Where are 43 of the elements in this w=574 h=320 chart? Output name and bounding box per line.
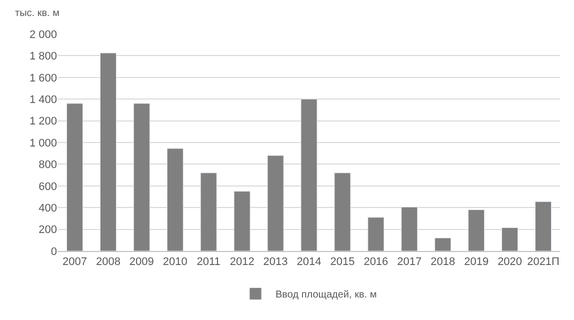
y-tick-label: 200 [38, 224, 57, 236]
y-tick-label: 1 600 [29, 72, 57, 84]
bar [334, 172, 351, 251]
bar [300, 98, 318, 251]
x-tick-label: 2015 [330, 256, 355, 268]
y-axis-title: тыс. кв. м [15, 8, 60, 19]
x-tick-label: 2021П [527, 256, 560, 268]
x-tick-label: 2008 [96, 256, 120, 268]
bar [200, 172, 217, 251]
bar [166, 148, 184, 251]
bar [534, 201, 552, 251]
x-tick-label: 2011 [196, 256, 220, 268]
bar [234, 191, 250, 251]
legend-label: Ввод площадей, кв. м [276, 290, 377, 301]
bar [267, 155, 284, 251]
y-tick-label: 1 200 [29, 116, 57, 128]
bar [502, 227, 518, 251]
bar [434, 238, 452, 251]
x-tick-label: 2012 [230, 256, 254, 268]
y-tick-label: 1 000 [29, 137, 57, 150]
y-tick-label: 1 800 [29, 50, 57, 63]
bar [468, 210, 485, 251]
bar [133, 103, 150, 251]
y-tick-label: 400 [38, 202, 57, 214]
x-tick-label: 2014 [296, 256, 322, 268]
y-tick-label: 600 [38, 180, 57, 193]
bar [66, 103, 84, 251]
x-tick-label: 2009 [129, 256, 154, 268]
x-tick-label: 2020 [498, 256, 522, 268]
y-tick-label: 800 [38, 159, 57, 172]
x-tick-label: 2019 [464, 256, 489, 268]
bar [100, 52, 116, 251]
bar [368, 217, 384, 251]
bar [401, 206, 418, 251]
x-tick-label: 2016 [364, 256, 388, 268]
x-tick-label: 2007 [62, 256, 87, 268]
y-tick-label: 1 400 [29, 94, 57, 106]
x-tick-label: 2017 [397, 256, 422, 268]
x-tick-label: 2010 [162, 256, 188, 268]
y-tick-label: 0 [50, 246, 57, 258]
y-tick-label: 2 000 [29, 28, 57, 41]
x-tick-label: 2013 [263, 256, 288, 268]
x-tick-label: 2018 [430, 256, 456, 268]
